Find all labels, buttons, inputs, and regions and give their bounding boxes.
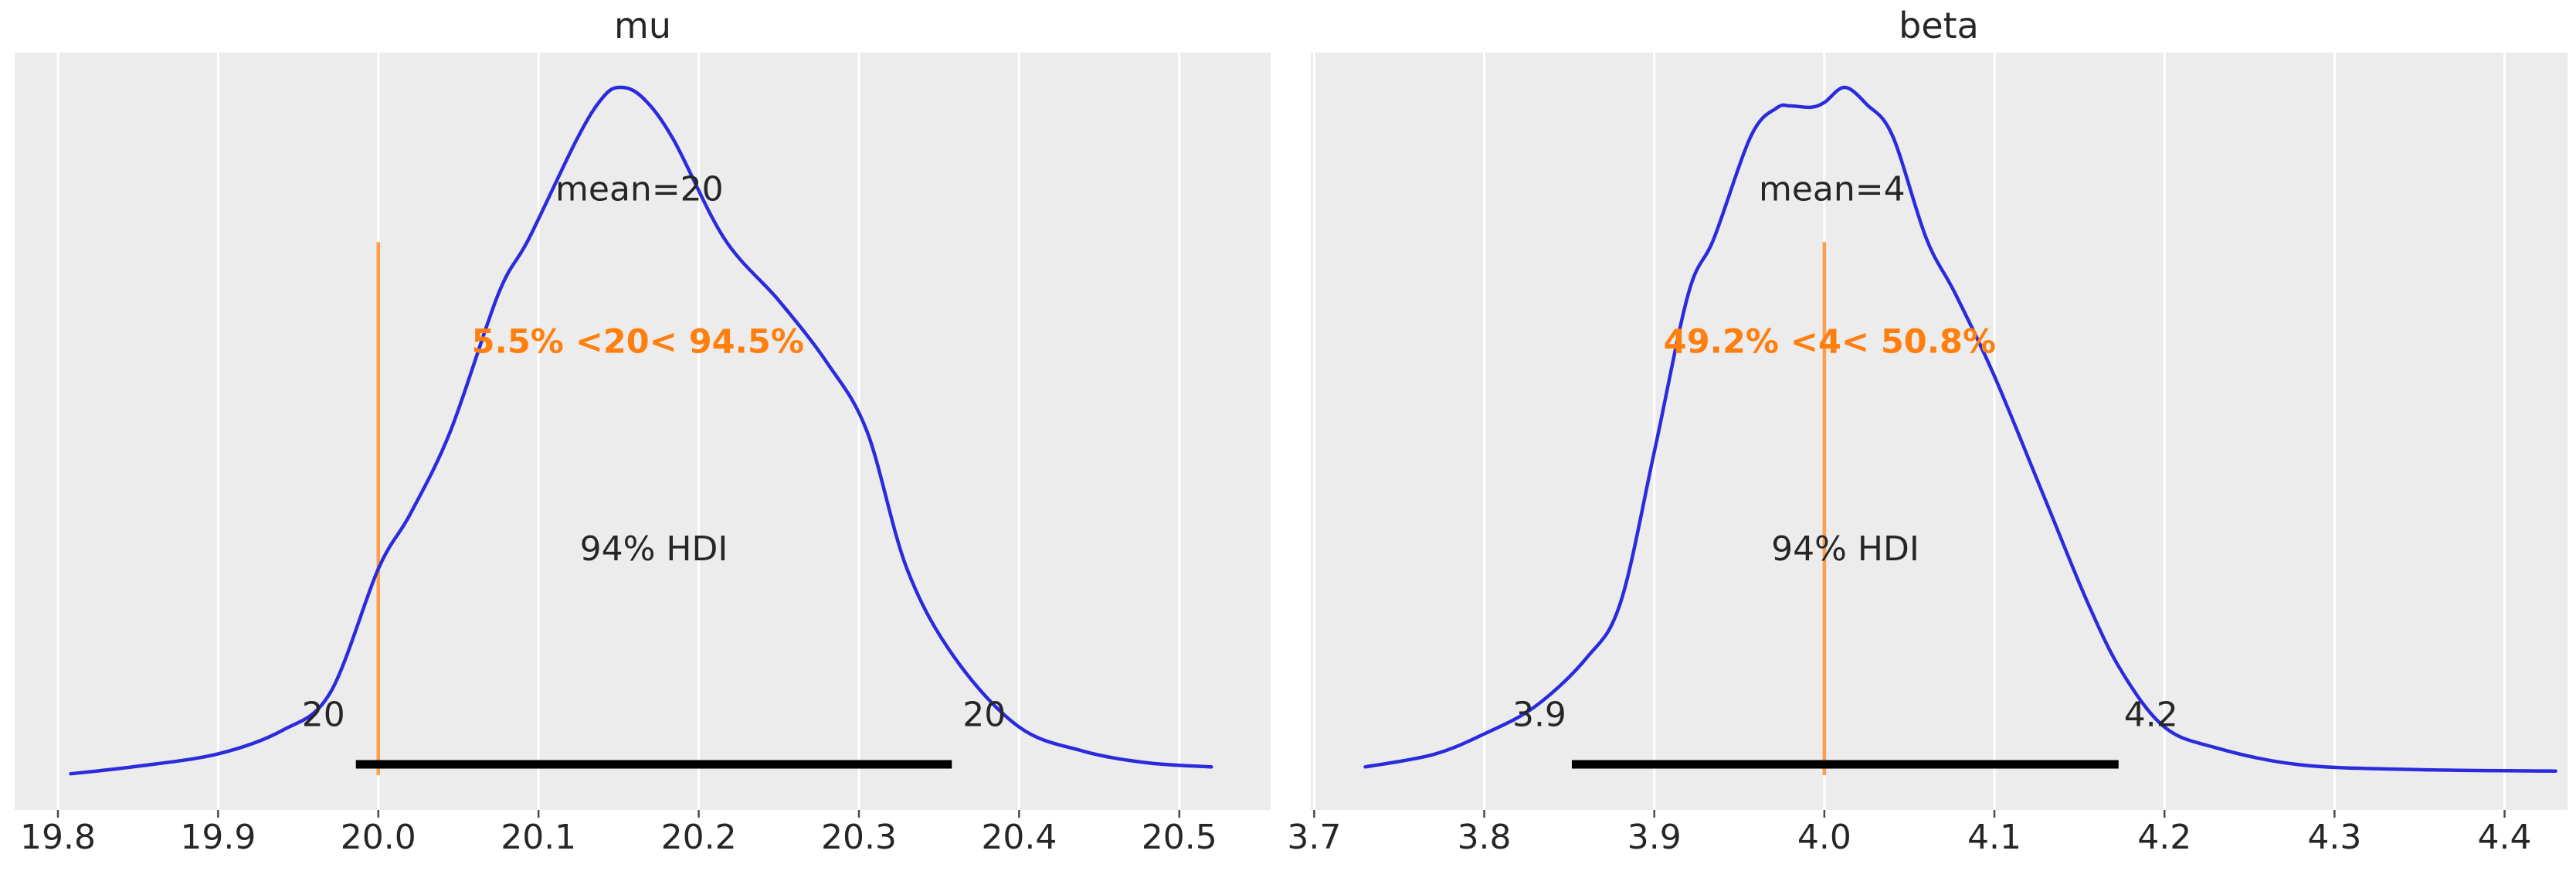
x-tick-label: 3.9 <box>1627 818 1682 857</box>
x-tick-label: 4.2 <box>2137 818 2191 857</box>
x-tick-label: 4.3 <box>2307 818 2361 857</box>
density-curve <box>69 85 1213 776</box>
x-tick-label: 20.5 <box>1142 818 1217 857</box>
panel-bg <box>1311 53 2568 810</box>
x-tick-label: 20.3 <box>821 818 897 857</box>
hdi-label: 94% HDI <box>580 529 728 569</box>
x-tick-label: 20.4 <box>981 818 1057 857</box>
hdi-endpoint-label: 20 <box>302 696 345 735</box>
ref-percent-label: 49.2% <4< 50.8% <box>1664 322 1996 361</box>
mean-label: mean=4 <box>1759 170 1906 209</box>
hdi-endpoint-label: 4.2 <box>2124 696 2178 735</box>
x-tick-label: 20.2 <box>661 818 737 857</box>
x-tick-label: 20.1 <box>501 818 576 857</box>
mean-label: mean=20 <box>555 170 724 209</box>
x-tick-label: 20.0 <box>341 818 416 857</box>
x-tick-label: 19.8 <box>20 818 96 857</box>
density-curve <box>1363 85 2557 773</box>
x-tick-label: 4.4 <box>2478 818 2532 857</box>
x-tick-label: 3.8 <box>1458 818 1512 857</box>
panel-title-beta: beta <box>1899 5 1979 46</box>
ref-percent-label: 5.5% <20< 94.5% <box>472 322 804 361</box>
x-tick-label: 19.9 <box>180 818 256 857</box>
panel-title-mu: mu <box>614 5 671 46</box>
x-tick-label: 4.0 <box>1797 818 1851 857</box>
panel-bg <box>15 53 1271 810</box>
x-tick-label: 3.7 <box>1287 818 1341 857</box>
hdi-label: 94% HDI <box>1771 529 1919 569</box>
x-tick-label: 4.1 <box>1967 818 2021 857</box>
hdi-endpoint-label: 20 <box>962 696 1006 735</box>
hdi-endpoint-label: 3.9 <box>1512 696 1566 735</box>
